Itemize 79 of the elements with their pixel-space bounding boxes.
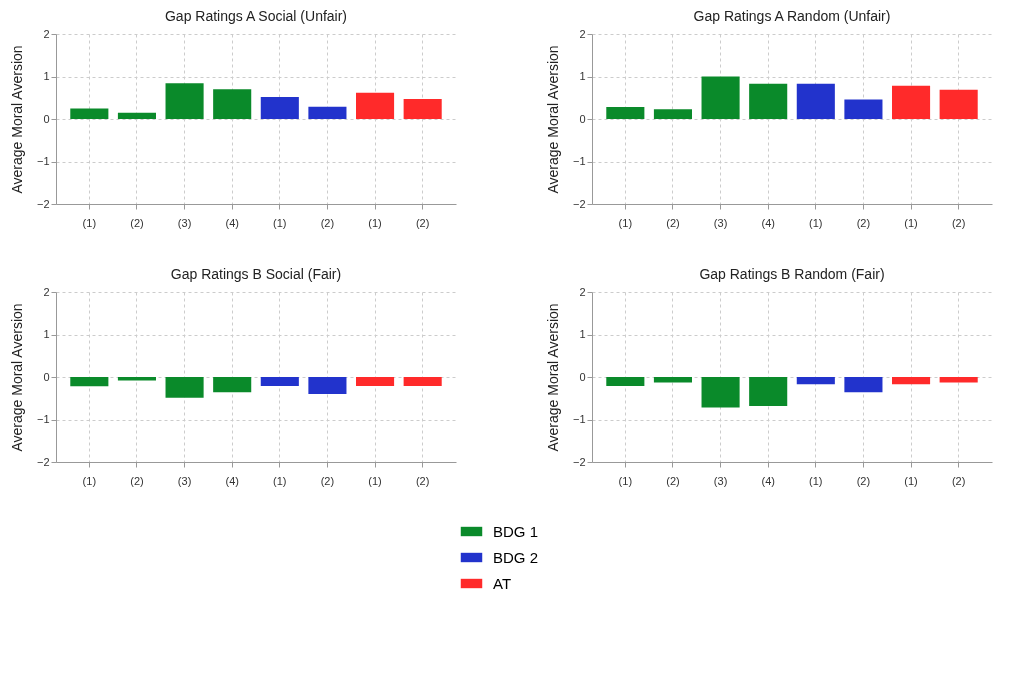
bar [403,99,442,119]
y-axis-title: Average Moral Aversion [544,303,561,452]
chart-title: Gap Ratings A Social (Unfair) [164,8,348,24]
x-tick-label: (2) [130,216,144,229]
bar [892,85,931,119]
y-tick-label: −2 [36,455,50,468]
bar [117,112,156,119]
x-tick-label: (1) [809,216,823,229]
x-tick-label: (1) [82,474,97,487]
bar [701,76,740,119]
x-tick-label: (1) [618,216,633,229]
x-tick-label: (3) [713,216,728,229]
y-tick-label: 1 [579,328,586,340]
bar [939,89,978,119]
y-tick-label: 2 [579,27,586,40]
x-tick-label: (2) [951,474,966,487]
legend-label: AT [493,574,512,592]
x-tick-label: (2) [415,474,430,487]
y-tick-label: −1 [36,413,50,425]
x-tick-label: (2) [856,474,871,487]
legend-label: BDG 2 [493,548,539,566]
y-axis-title: Average Moral Aversion [544,45,561,194]
bar [844,99,883,119]
x-tick-label: (2) [415,216,430,229]
x-tick-label: (3) [713,474,728,487]
x-tick-label: (4) [761,216,775,229]
y-tick-label: −2 [572,455,586,468]
y-tick-label: 0 [43,370,50,383]
y-tick-label: −2 [572,197,586,210]
bar [606,107,645,119]
x-tick-label: (4) [761,474,775,487]
legend-label: BDG 1 [493,522,539,540]
chart-title: Gap Ratings B Random (Fair) [699,266,885,282]
bar [213,89,252,119]
y-tick-label: 0 [43,112,50,125]
x-tick-label: (2) [320,216,335,229]
y-axis-title: Average Moral Aversion [8,303,25,452]
x-tick-label: (2) [666,216,680,229]
chart-title: Gap Ratings A Random (Unfair) [693,8,891,24]
y-tick-label: 0 [579,370,586,383]
bar [796,83,835,119]
x-tick-label: (3) [177,474,192,487]
y-tick-label: 1 [43,70,50,82]
bar [308,106,347,119]
y-tick-label: 1 [579,70,586,82]
bar [260,96,299,119]
x-tick-label: (1) [368,216,382,229]
y-tick-label: 1 [43,328,50,340]
chart-title: Gap Ratings B Social (Fair) [170,266,342,282]
y-tick-label: −1 [36,155,50,167]
bar [356,92,395,119]
x-tick-label: (1) [368,474,382,487]
bar [749,83,788,119]
x-tick-label: (1) [82,216,97,229]
x-tick-label: (2) [951,216,966,229]
x-tick-label: (1) [273,216,287,229]
x-tick-label: (1) [273,474,287,487]
y-tick-label: 2 [43,285,50,298]
x-tick-label: (4) [225,216,239,229]
y-axis-title: Average Moral Aversion [8,45,25,194]
y-tick-label: 2 [43,27,50,40]
x-tick-label: (1) [904,216,918,229]
x-tick-label: (1) [809,474,823,487]
bar [653,109,692,119]
x-tick-label: (1) [904,474,918,487]
x-tick-label: (3) [177,216,192,229]
x-tick-label: (2) [856,216,871,229]
y-tick-label: −1 [572,155,586,167]
x-tick-label: (2) [666,474,680,487]
x-tick-label: (1) [618,474,633,487]
y-tick-label: 0 [579,112,586,125]
y-tick-label: −2 [36,197,50,210]
x-tick-label: (2) [320,474,335,487]
bar [70,108,109,119]
x-tick-label: (4) [225,474,239,487]
bar [165,83,204,119]
x-tick-label: (2) [130,474,144,487]
y-tick-label: 2 [579,285,586,298]
y-tick-label: −1 [572,413,586,425]
